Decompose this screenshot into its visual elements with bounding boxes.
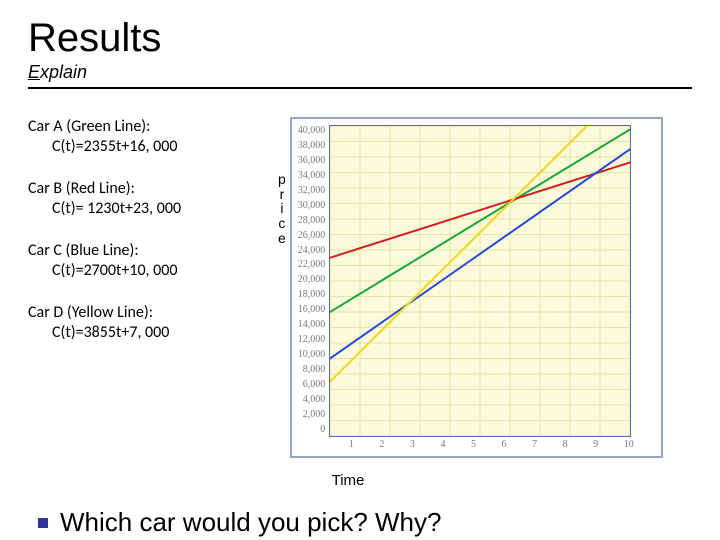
y-axis-label-char: r	[278, 187, 286, 202]
car-b-equation: C(t)= 1230t+23, 000	[28, 199, 278, 219]
x-tick: 2	[379, 439, 384, 450]
question-row: Which car would you pick? Why?	[38, 507, 692, 538]
subtitle: Explain	[28, 62, 692, 89]
car-a-block: Car A (Green Line): C(t)=2355t+16, 000	[28, 117, 278, 157]
car-a-label: Car A (Green Line):	[28, 117, 278, 137]
y-axis-label-char: p	[278, 172, 286, 187]
y-tick: 10,000	[298, 349, 326, 360]
question-text: Which car would you pick? Why?	[60, 507, 441, 538]
y-tick: 22,000	[298, 259, 326, 270]
subtitle-underlined-letter: E	[28, 62, 40, 82]
y-axis-label-char: i	[278, 201, 286, 216]
x-tick: 4	[440, 439, 445, 450]
y-tick: 8,000	[303, 364, 326, 375]
y-tick: 2,000	[303, 409, 326, 420]
car-d-label: Car D (Yellow Line):	[28, 303, 278, 323]
y-tick: 30,000	[298, 200, 326, 211]
chart-column: price 40,00038,00036,00034,00032,00030,0…	[278, 117, 692, 458]
y-tick: 28,000	[298, 215, 326, 226]
chart-outer-frame: 40,00038,00036,00034,00032,00030,00028,0…	[290, 117, 664, 458]
x-tick: 7	[532, 439, 537, 450]
legend-column: Car A (Green Line): C(t)=2355t+16, 000 C…	[28, 117, 278, 365]
x-tick: 10	[624, 439, 634, 450]
car-c-label: Car C (Blue Line):	[28, 241, 278, 261]
y-tick: 24,000	[298, 245, 326, 256]
car-d-equation: C(t)=3855t+7, 000	[28, 323, 278, 343]
x-axis-label: Time	[178, 472, 518, 489]
x-tick: 9	[593, 439, 598, 450]
y-axis-label-char: c	[278, 216, 286, 231]
x-tick: 1	[349, 439, 354, 450]
y-tick: 26,000	[298, 230, 326, 241]
x-tick: 6	[502, 439, 507, 450]
y-tick: 12,000	[298, 334, 326, 345]
y-tick: 14,000	[298, 319, 326, 330]
y-tick: 6,000	[303, 379, 326, 390]
y-tick: 16,000	[298, 304, 326, 315]
car-a-equation: C(t)=2355t+16, 000	[28, 137, 278, 157]
body-row: Car A (Green Line): C(t)=2355t+16, 000 C…	[28, 117, 692, 458]
y-tick: 40,000	[298, 125, 326, 136]
y-tick-labels: 40,000 38,000 36,000 34,000 32,000 30,000 28,0…	[298, 125, 330, 435]
x-tick: 5	[471, 439, 476, 450]
y-tick: 36,000	[298, 155, 326, 166]
subtitle-rest: xplain	[40, 62, 87, 82]
car-b-label: Car B (Red Line):	[28, 179, 278, 199]
y-tick: 38,000	[298, 140, 326, 151]
x-tick-labels: 1 2 3 4 5 6 7 8 9 10	[349, 439, 634, 450]
y-tick: 34,000	[298, 170, 326, 181]
y-tick: 32,000	[298, 185, 326, 196]
line-chart-plot	[329, 125, 631, 437]
car-b-block: Car B (Red Line): C(t)= 1230t+23, 000	[28, 179, 278, 219]
y-tick: 20,000	[298, 274, 326, 285]
x-tick: 3	[410, 439, 415, 450]
y-axis-label: price	[278, 172, 286, 245]
y-tick: 4,000	[303, 394, 326, 405]
x-tick: 8	[563, 439, 568, 450]
car-c-block: Car C (Blue Line): C(t)=2700t+10, 000	[28, 241, 278, 281]
bullet-icon	[38, 518, 48, 528]
slide: Results Explain Car A (Green Line): C(t)…	[0, 0, 720, 540]
car-d-block: Car D (Yellow Line): C(t)=3855t+7, 000	[28, 303, 278, 343]
page-title: Results	[28, 16, 692, 60]
car-c-equation: C(t)=2700t+10, 000	[28, 261, 278, 281]
y-tick: 0	[320, 424, 325, 435]
y-tick: 18,000	[298, 289, 326, 300]
title-block: Results Explain	[28, 16, 692, 89]
y-axis-label-char: e	[278, 231, 286, 246]
